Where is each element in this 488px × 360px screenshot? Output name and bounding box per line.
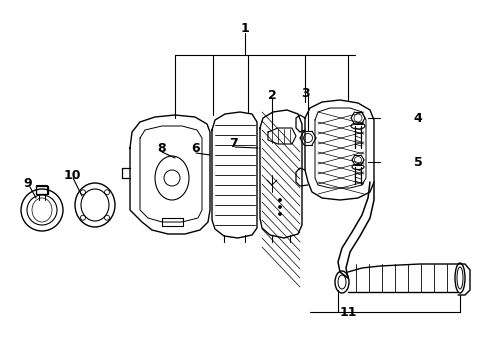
Text: 10: 10 (63, 168, 81, 181)
Text: 2: 2 (267, 89, 276, 102)
Text: 7: 7 (228, 136, 237, 149)
Text: 6: 6 (191, 141, 200, 154)
Text: 11: 11 (339, 306, 356, 319)
Text: 1: 1 (240, 22, 249, 35)
Text: 5: 5 (413, 156, 422, 168)
Text: 8: 8 (157, 141, 166, 154)
Circle shape (278, 198, 281, 202)
Circle shape (278, 212, 281, 216)
Text: 9: 9 (23, 176, 32, 189)
Text: 3: 3 (300, 86, 309, 99)
Text: 4: 4 (413, 112, 422, 125)
Circle shape (278, 206, 281, 208)
